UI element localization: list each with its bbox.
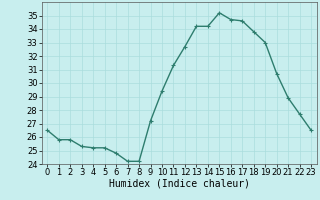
X-axis label: Humidex (Indice chaleur): Humidex (Indice chaleur) <box>109 179 250 189</box>
